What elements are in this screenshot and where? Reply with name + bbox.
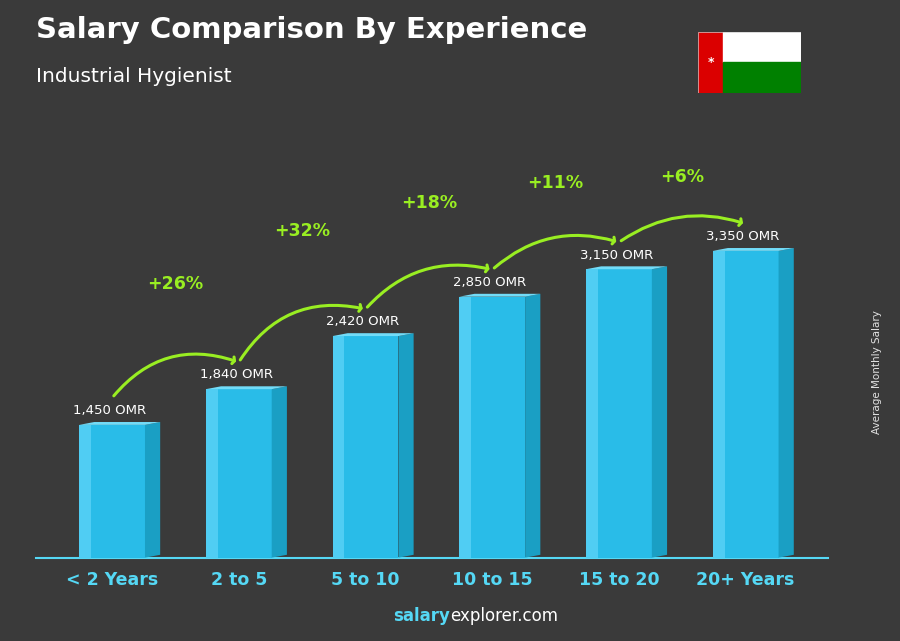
Polygon shape xyxy=(586,269,652,558)
Polygon shape xyxy=(272,387,287,558)
Text: +32%: +32% xyxy=(274,222,330,240)
Polygon shape xyxy=(525,294,540,558)
Polygon shape xyxy=(713,248,794,251)
Text: Industrial Hygienist: Industrial Hygienist xyxy=(36,67,231,87)
Polygon shape xyxy=(206,387,287,389)
Polygon shape xyxy=(332,333,414,336)
Text: 2,850 OMR: 2,850 OMR xyxy=(453,276,526,289)
Polygon shape xyxy=(459,294,540,297)
Polygon shape xyxy=(399,333,414,558)
Bar xyxy=(724,32,801,63)
Text: Salary Comparison By Experience: Salary Comparison By Experience xyxy=(36,16,587,44)
Text: +18%: +18% xyxy=(400,194,457,212)
Polygon shape xyxy=(206,389,218,558)
Text: +6%: +6% xyxy=(661,167,705,185)
Polygon shape xyxy=(206,389,272,558)
Polygon shape xyxy=(713,251,778,558)
Text: salary: salary xyxy=(393,607,450,625)
Text: explorer.com: explorer.com xyxy=(450,607,558,625)
Text: 3,350 OMR: 3,350 OMR xyxy=(706,230,779,243)
Polygon shape xyxy=(79,422,160,425)
Text: 1,450 OMR: 1,450 OMR xyxy=(73,404,146,417)
Polygon shape xyxy=(778,248,794,558)
Polygon shape xyxy=(332,336,399,558)
Text: +11%: +11% xyxy=(527,174,583,192)
Text: *: * xyxy=(707,56,714,69)
Bar xyxy=(724,63,801,93)
Polygon shape xyxy=(586,267,667,269)
Polygon shape xyxy=(332,336,345,558)
Polygon shape xyxy=(79,425,91,558)
Text: +26%: +26% xyxy=(148,275,203,293)
Polygon shape xyxy=(713,251,725,558)
Text: 2,420 OMR: 2,420 OMR xyxy=(327,315,400,328)
Polygon shape xyxy=(459,297,471,558)
Polygon shape xyxy=(652,267,667,558)
Text: 3,150 OMR: 3,150 OMR xyxy=(580,249,653,262)
Polygon shape xyxy=(459,297,525,558)
Text: Average Monthly Salary: Average Monthly Salary xyxy=(872,310,883,434)
Polygon shape xyxy=(145,422,160,558)
Polygon shape xyxy=(79,425,145,558)
Polygon shape xyxy=(586,269,598,558)
Text: 1,840 OMR: 1,840 OMR xyxy=(200,369,273,381)
